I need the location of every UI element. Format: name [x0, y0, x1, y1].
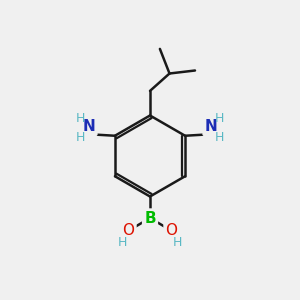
- Text: B: B: [144, 211, 156, 226]
- Text: H: H: [118, 236, 127, 249]
- Text: N: N: [204, 119, 217, 134]
- Text: H: H: [215, 131, 224, 144]
- Text: H: H: [76, 112, 85, 125]
- Text: H: H: [76, 131, 85, 144]
- Text: O: O: [122, 223, 134, 238]
- Text: O: O: [166, 223, 178, 238]
- Text: H: H: [215, 112, 224, 125]
- Text: H: H: [173, 236, 182, 249]
- Text: N: N: [83, 119, 96, 134]
